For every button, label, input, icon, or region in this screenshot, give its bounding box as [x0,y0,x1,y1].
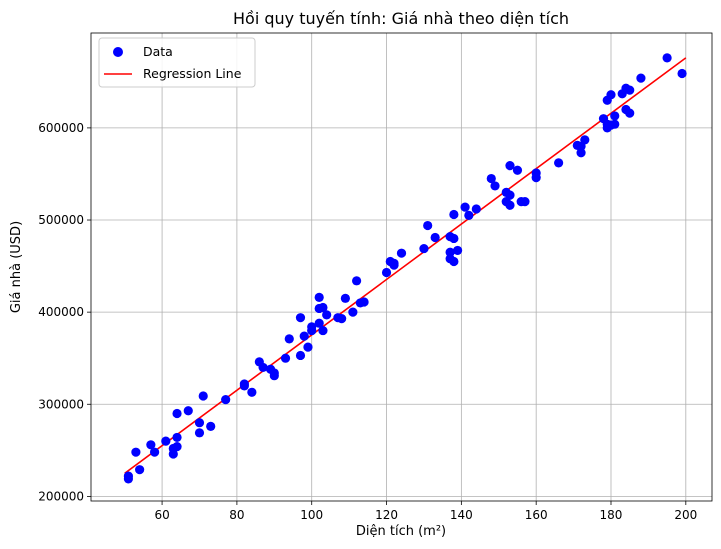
data-point [206,421,216,431]
data-point [194,418,205,428]
data-point [172,442,182,452]
data-point [247,387,257,397]
y-tick-label: 200000 [38,489,84,503]
data-point [453,245,463,256]
data-point [172,432,182,443]
data-point [449,233,459,244]
data-point [636,73,646,83]
data-point [505,190,515,200]
legend-label-data: Data [143,44,173,59]
data-point [131,447,141,457]
y-tick-label: 300000 [38,397,84,411]
data-point [430,232,440,243]
data-point [269,368,279,378]
data-point [318,325,328,336]
data-point [580,135,590,145]
data-point [505,161,515,171]
grid-lines [91,33,712,501]
data-point [512,165,523,175]
data-point [389,258,399,268]
data-point [610,119,620,129]
data-point [135,465,145,475]
data-point [183,406,193,416]
y-tick-label: 400000 [38,305,84,319]
legend-box [98,37,256,88]
data-point [123,471,134,481]
data-point [520,196,530,207]
data-point [348,307,358,317]
data-point [221,395,231,405]
data-point [314,292,324,303]
plot-area [91,33,712,501]
data-point [299,331,309,341]
data-point [340,293,350,303]
data-point [303,342,313,352]
x-axis-label: Diện tích (m²) [356,524,446,539]
data-point [449,209,459,220]
legend-marker-data [113,47,123,57]
legend: Data Regression Line [98,37,256,88]
regression-line-layer [124,57,687,475]
data-point [295,350,306,361]
data-point [464,210,474,221]
data-points-layer [123,53,687,484]
x-tick-label: 100 [300,508,323,522]
y-tick-label: 500000 [38,213,84,227]
data-point [194,428,205,438]
x-tick-label: 60 [154,508,169,522]
data-point [423,220,433,231]
y-tick-label: 600000 [38,121,84,135]
data-point [531,168,541,178]
data-point [337,313,347,324]
data-point [172,408,182,419]
data-point [307,322,317,332]
data-point [359,297,369,307]
data-point [295,313,306,323]
data-point [490,181,500,191]
x-tick-label: 180 [600,508,623,522]
data-point [258,362,268,373]
data-point [352,276,362,286]
data-point [280,353,291,363]
data-point [460,202,470,212]
x-tick-label: 200 [674,508,697,522]
legend-label-regression-line: Regression Line [143,66,242,81]
chart-title: Hồi quy tuyến tính: Giá nhà theo diện tí… [233,9,569,28]
data-point [322,310,332,320]
regression-line [124,57,687,475]
data-point [662,53,672,63]
data-point [198,391,208,401]
data-point [471,204,481,214]
data-point [576,148,586,158]
data-point [677,68,687,79]
data-point [314,318,324,328]
y-axis-ticks: 200000 300000 400000 500000 600000 [38,121,91,503]
data-point [318,302,328,313]
data-point [239,379,249,389]
x-tick-label: 120 [375,508,398,522]
data-point [606,90,616,100]
x-tick-label: 80 [229,508,244,522]
data-point [505,200,515,210]
data-point [396,248,407,258]
data-point [610,111,620,121]
data-point [161,436,171,446]
x-tick-label: 160 [525,508,548,522]
data-point [419,243,429,254]
data-point [554,158,564,168]
data-point [381,267,392,278]
data-point [449,256,459,267]
data-point [625,108,635,118]
data-point [486,173,496,184]
x-tick-label: 140 [450,508,473,522]
x-axis-ticks: 60 80 100 120 140 160 180 200 [154,501,697,522]
data-point [625,85,635,95]
data-point [445,247,455,257]
y-axis-label: Giá nhà (USD) [9,221,24,313]
data-point [149,447,160,457]
plot-frame [90,32,713,502]
data-point [284,334,294,344]
data-point [146,440,156,450]
